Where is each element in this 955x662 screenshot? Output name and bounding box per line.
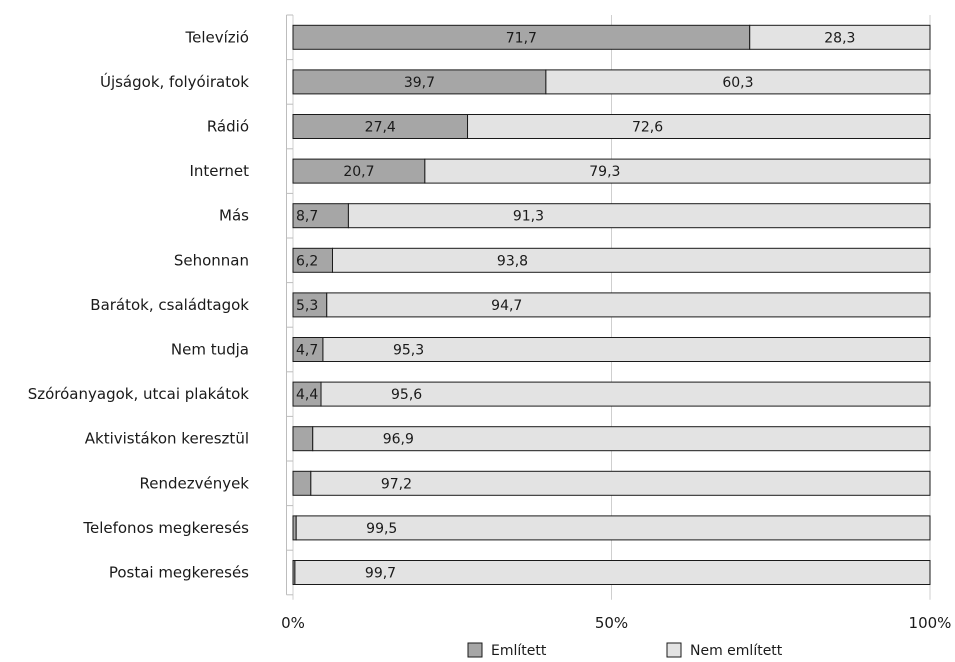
bar-segment-mentioned bbox=[292, 470, 312, 496]
legend-label: Nem említett bbox=[690, 643, 783, 659]
data-label: 79,3 bbox=[589, 164, 620, 180]
x-tick-label: 100% bbox=[909, 614, 952, 632]
bar-segment-not-mentioned bbox=[424, 158, 931, 184]
legend-swatch bbox=[666, 642, 682, 658]
bar-segment-mentioned bbox=[292, 247, 333, 273]
bar-segment-not-mentioned bbox=[347, 203, 931, 229]
category-label: Internet bbox=[189, 162, 249, 180]
bar-segment-not-mentioned bbox=[294, 560, 931, 585]
data-label: 71,7 bbox=[506, 30, 537, 46]
data-label: 97,2 bbox=[381, 476, 412, 492]
category-label: Barátok, családtagok bbox=[90, 296, 249, 314]
bar-segment-not-mentioned bbox=[295, 515, 931, 541]
data-label: 95,3 bbox=[393, 343, 424, 359]
data-label: 4,7 bbox=[296, 343, 318, 359]
category-label: Nem tudja bbox=[171, 341, 249, 359]
x-tick-label: 50% bbox=[595, 614, 628, 632]
bar-segment-mentioned bbox=[292, 337, 324, 362]
bar-segment-not-mentioned bbox=[320, 381, 931, 407]
x-tick-label: 0% bbox=[281, 614, 305, 632]
data-label: 8,7 bbox=[296, 209, 318, 225]
data-label: 94,7 bbox=[491, 298, 522, 314]
data-label: 39,7 bbox=[404, 75, 435, 91]
data-label: 5,3 bbox=[296, 298, 318, 314]
bar-segment-not-mentioned bbox=[310, 470, 931, 496]
data-label: 6,2 bbox=[296, 253, 318, 269]
bar-segment-not-mentioned bbox=[545, 69, 931, 95]
category-label: Rendezvények bbox=[139, 474, 249, 492]
data-label: 20,7 bbox=[343, 164, 374, 180]
data-label: 28,3 bbox=[824, 30, 855, 46]
bar-segment-not-mentioned bbox=[467, 114, 931, 139]
bar-segment-mentioned bbox=[292, 381, 322, 407]
bar-segment-not-mentioned bbox=[322, 337, 931, 362]
data-label: 95,6 bbox=[391, 387, 422, 403]
data-label: 4,4 bbox=[296, 387, 318, 403]
data-label: 99,5 bbox=[366, 521, 397, 537]
bar-segment-not-mentioned bbox=[331, 247, 931, 273]
category-label: Sehonnan bbox=[174, 251, 249, 269]
legend-swatch bbox=[467, 642, 483, 658]
data-label: 93,8 bbox=[497, 253, 528, 269]
data-label: 91,3 bbox=[513, 209, 544, 225]
bar-segment-not-mentioned bbox=[312, 426, 931, 452]
data-label: 99,7 bbox=[365, 566, 396, 582]
data-label: 72,6 bbox=[632, 120, 663, 136]
bar-segment-mentioned bbox=[292, 426, 314, 452]
data-label: 96,9 bbox=[383, 432, 414, 448]
bar-segment-not-mentioned bbox=[326, 292, 931, 318]
data-label: 27,4 bbox=[365, 120, 396, 136]
bar-segment-not-mentioned bbox=[749, 24, 931, 50]
bar-segment-mentioned bbox=[292, 158, 426, 184]
category-label: Telefonos megkeresés bbox=[82, 519, 249, 537]
legend-label: Említett bbox=[491, 643, 547, 659]
data-label: 60,3 bbox=[722, 75, 753, 91]
category-label: Újságok, folyóiratok bbox=[100, 72, 249, 91]
category-label: Más bbox=[219, 207, 249, 225]
category-label: Aktivistákon keresztül bbox=[85, 430, 249, 448]
category-label: Rádió bbox=[207, 118, 249, 136]
category-label: Szóróanyagok, utcai plakátok bbox=[28, 385, 250, 403]
category-label: Postai megkeresés bbox=[109, 564, 249, 582]
category-label: Televízió bbox=[184, 28, 249, 46]
